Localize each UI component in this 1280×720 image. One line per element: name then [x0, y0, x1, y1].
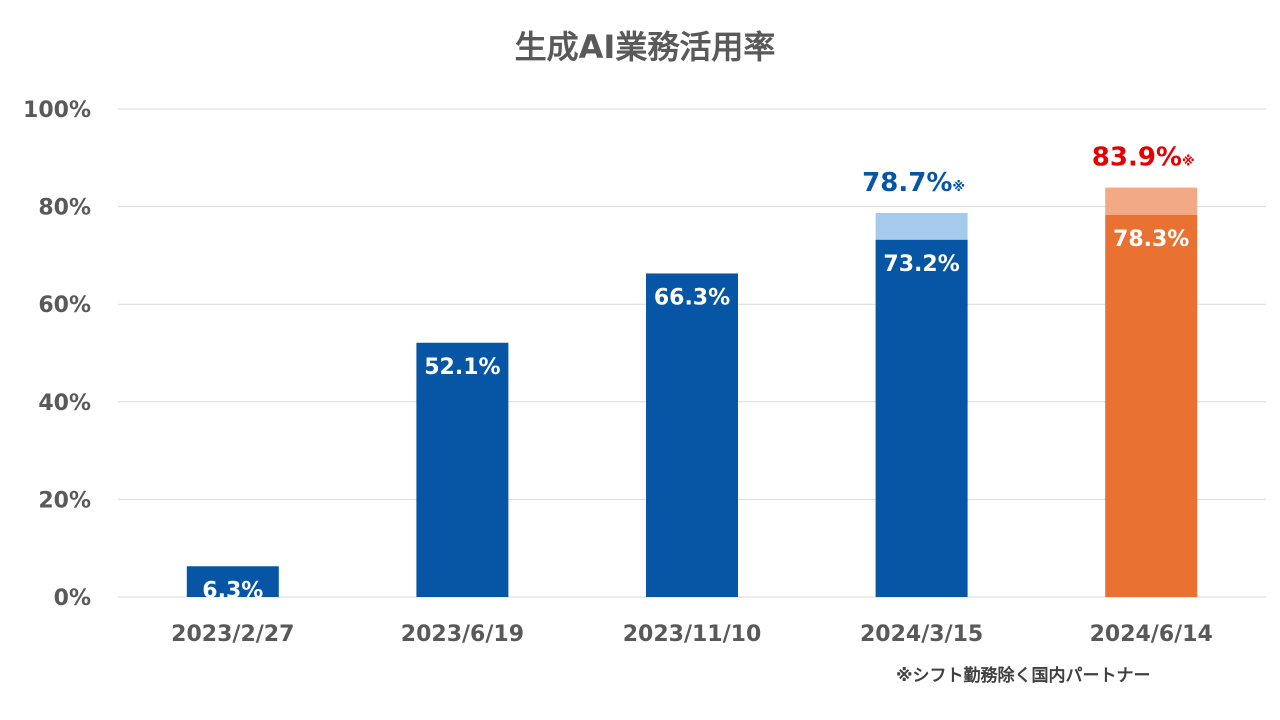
- total-value-label: 83.9%※: [1092, 143, 1195, 173]
- bar-value-label: 66.3%: [654, 285, 730, 310]
- x-tick-label: 2024/6/14: [1090, 622, 1213, 647]
- x-tick-label: 2023/11/10: [623, 622, 762, 647]
- bar-value-label: 73.2%: [883, 252, 959, 277]
- chart-title: 生成AI業務活用率: [514, 28, 776, 66]
- footnote: ※シフト勤務除く国内パートナー: [896, 666, 1151, 686]
- bar-value-label: 6.3%: [202, 578, 263, 603]
- bar: [416, 342, 509, 597]
- bar-value-label: 78.3%: [1113, 227, 1189, 252]
- bar: [875, 239, 968, 597]
- x-tick-label: 2023/6/19: [401, 622, 524, 647]
- y-tick-label: 60%: [38, 293, 91, 318]
- bar: [1105, 214, 1198, 597]
- bar: [186, 566, 279, 597]
- y-tick-label: 40%: [38, 391, 91, 416]
- y-tick-label: 0%: [54, 586, 91, 611]
- bar: [646, 273, 738, 597]
- y-tick-label: 20%: [38, 488, 91, 513]
- total-value-note-mark: ※: [952, 180, 965, 195]
- y-tick-label: 100%: [23, 98, 91, 123]
- bar-segment-additional: [1105, 187, 1198, 215]
- bar-value-label: 52.1%: [424, 355, 500, 380]
- total-value-label: 78.7%※: [862, 168, 965, 198]
- x-tick-label: 2023/2/27: [171, 622, 294, 647]
- y-tick-label: 80%: [38, 196, 91, 221]
- x-tick-label: 2024/3/15: [860, 622, 983, 647]
- bar-segment-additional: [875, 212, 968, 240]
- total-value-note-mark: ※: [1182, 155, 1195, 170]
